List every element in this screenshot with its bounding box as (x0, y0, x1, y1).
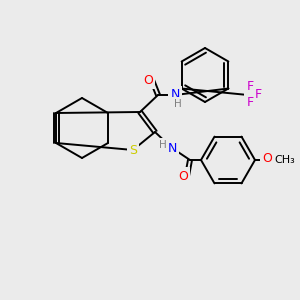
Text: N: N (170, 88, 180, 101)
Text: O: O (262, 152, 272, 166)
Text: O: O (143, 74, 153, 86)
Text: S: S (129, 143, 137, 157)
Text: F: F (246, 80, 254, 94)
Text: F: F (254, 88, 262, 101)
Text: H: H (174, 99, 182, 109)
Text: CH₃: CH₃ (274, 155, 296, 165)
Text: F: F (246, 97, 254, 110)
Text: O: O (178, 169, 188, 182)
Text: N: N (167, 142, 177, 154)
Text: H: H (159, 140, 167, 150)
